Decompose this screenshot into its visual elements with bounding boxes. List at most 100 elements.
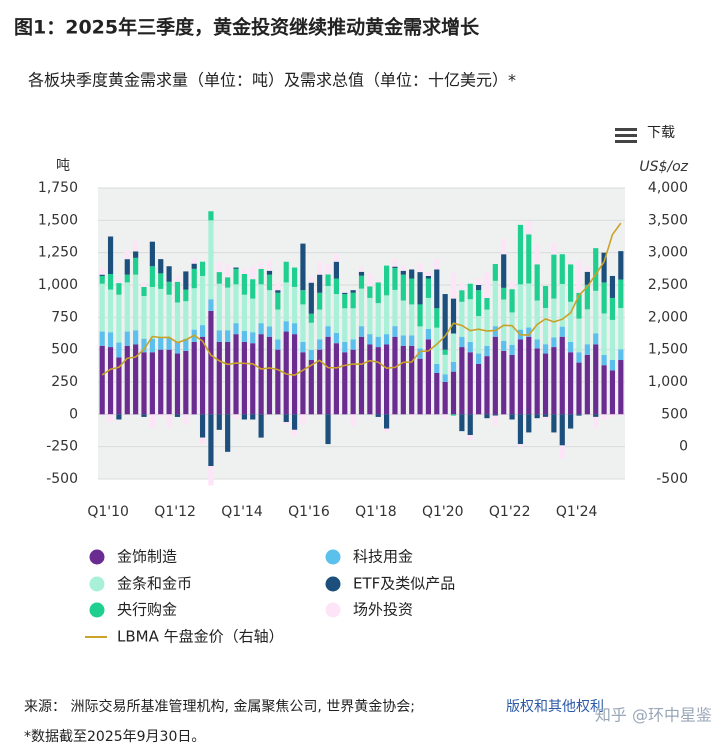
bar-segment [116,342,122,358]
bar-segment [250,266,256,280]
y-tick-label: 250 [51,374,78,390]
bar-segment [434,259,440,270]
legend-label: 科技用金 [353,548,413,566]
bar-segment [618,414,624,416]
bar-segment [417,348,423,359]
bar-segment [225,264,231,278]
bar-segment [442,382,448,415]
bar-segment [233,414,239,419]
bar-segment [559,326,565,337]
bar-segment [417,304,423,327]
source-link[interactable]: 版权和其他权利 [506,699,604,715]
bar-segment [542,286,549,309]
bar-segment [526,221,532,235]
bar-segment [417,326,423,349]
bar-segment [442,349,448,355]
bar-segment [593,248,599,291]
bar-segment [509,344,515,355]
bar-segment [593,416,599,428]
bar-segment [199,275,206,326]
download-button[interactable]: 下载 [615,125,675,143]
bar-segment [216,341,222,415]
bar-segment [250,279,256,299]
bar-segment [450,272,457,299]
y2-tick-label: -500 [656,471,688,487]
bar-segment [308,276,314,283]
y2-tick-label: 2,500 [648,277,688,293]
bar-segment [158,288,164,337]
legend-marker [89,602,105,618]
bar-segment [107,347,114,415]
legend-marker [89,549,105,565]
bar-segment [442,294,448,350]
bar-segment [275,339,281,350]
bar-segment [208,220,214,300]
bar-segment [492,414,498,416]
bar-segment [593,333,599,345]
bar-segment [417,272,423,305]
y2-tick-label: 4,000 [648,180,688,196]
bar-segment [300,352,306,415]
bar-segment [568,301,574,342]
bar-segment [400,335,406,346]
bar-segment [367,286,373,298]
bar-segment [275,290,281,293]
bar-segment [199,414,206,438]
bar-segment [425,339,432,415]
bar-segment [484,272,490,298]
bar-segment [618,360,624,415]
bar-segment [467,352,473,415]
bar-segment [191,268,197,289]
bar-segment [425,297,432,329]
bar-segment [459,282,465,291]
bar-segment [492,280,498,327]
bar-segment [551,347,557,415]
bar-segment [333,332,339,344]
bar-segment [442,414,448,419]
bar-segment [609,414,616,417]
bar-segment [584,309,590,345]
bar-segment [551,414,557,433]
bar-segment [384,414,390,429]
bar-segment [208,211,214,221]
legend-label: ETF及类似产品 [353,575,455,593]
bar-segment [133,251,139,258]
bar-segment [551,254,557,299]
bar-segment [300,414,306,425]
bar-segment [133,241,139,252]
bar-segment [342,352,348,415]
bar-segment [283,331,289,415]
bar-segment [501,340,507,351]
bar-segment [199,336,206,415]
x-tick-label: Q1'22 [489,504,531,520]
y-tick-label: 1,500 [38,212,78,228]
bar-segment [375,336,381,348]
legend-marker [325,602,341,618]
bar-segment [609,319,616,361]
y-tick-label: 0 [69,406,78,422]
bar-segment [116,277,122,284]
bar-segment [350,414,356,426]
bar-segment [107,236,114,275]
bar-segment [166,337,172,350]
bar-segment [183,289,189,302]
bar-segment [526,414,532,433]
bar-segment [526,234,532,284]
bar-segment [467,283,473,300]
bar-segment [291,267,298,287]
bar-segment [409,304,415,336]
legend-marker [325,549,341,565]
bar-segment [484,297,490,310]
bar-segment [492,336,498,415]
bar-segment [199,325,206,337]
bar-segment [141,283,147,287]
bar-segment [317,292,323,310]
bar-segment [317,261,323,275]
bar-segment [266,326,273,337]
bar-segment [609,360,616,371]
bar-segment [99,345,105,415]
bar-segment [509,414,515,420]
bar-segment [593,414,599,417]
download-label[interactable]: 下载 [647,125,675,141]
x-tick-label: Q1'18 [355,504,397,520]
